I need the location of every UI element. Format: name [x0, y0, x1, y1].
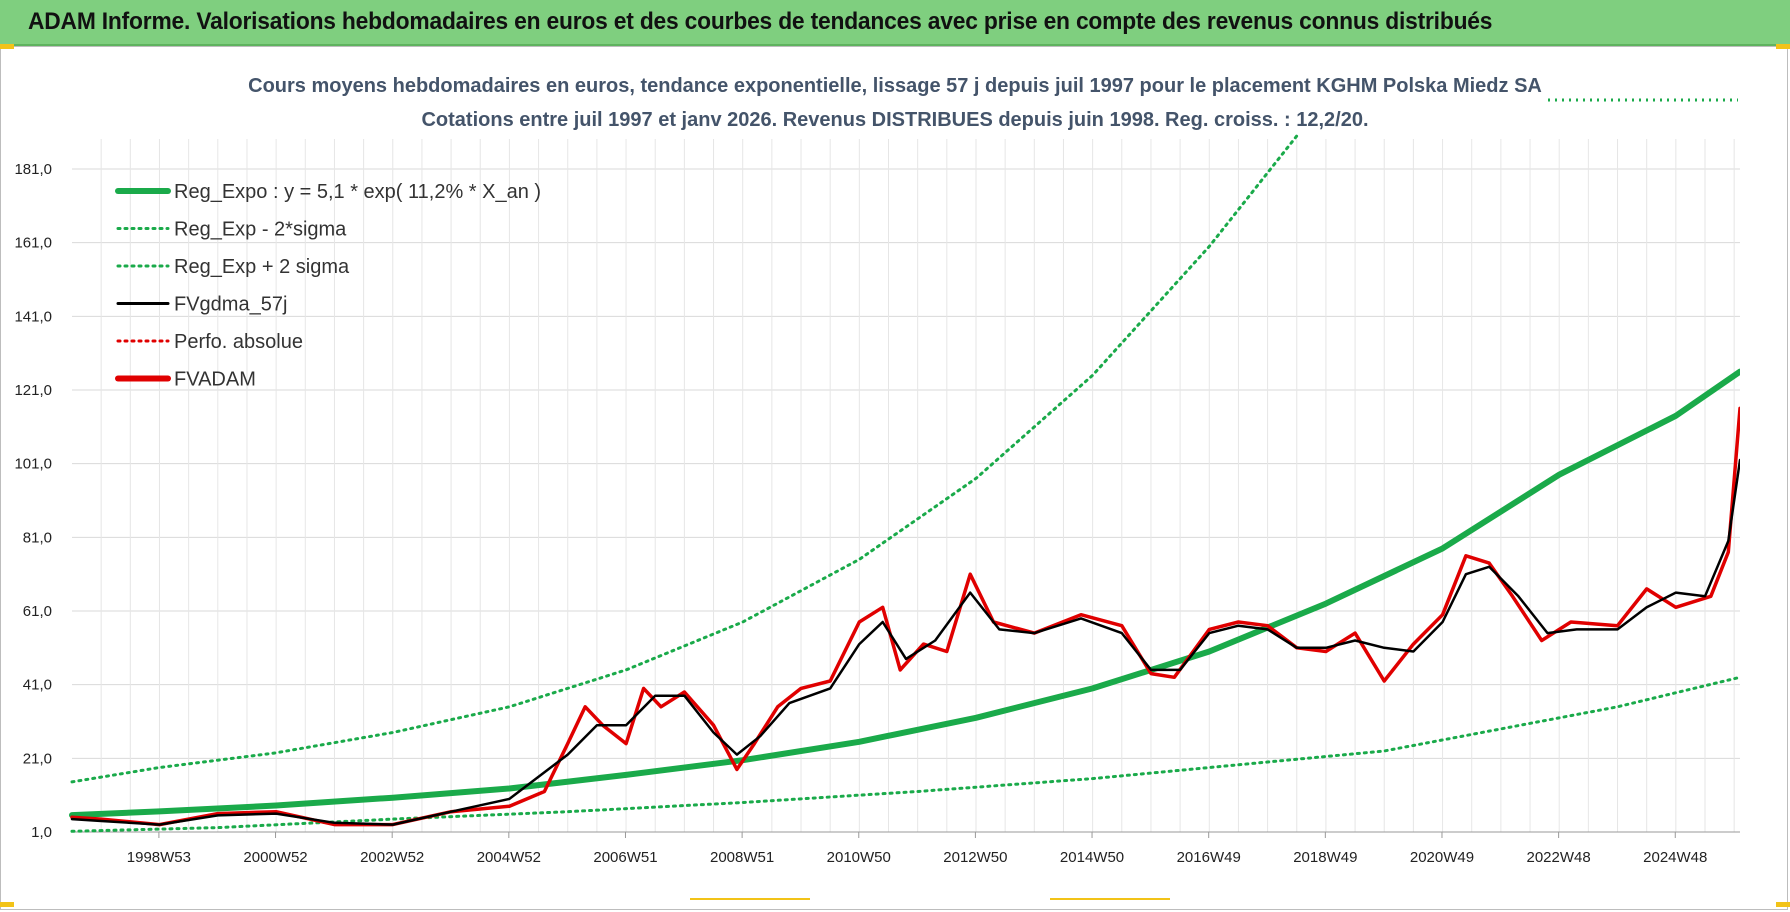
y-tick-label: 21,0	[23, 750, 52, 767]
y-axis-ticks: 181,0 161,0 141,0 121,0 101,0 81,0 61,0 41,0 21,…	[14, 161, 52, 841]
x-tick-label: 2000W52	[243, 849, 307, 866]
x-tick-label: 2010W50	[827, 849, 891, 866]
y-tick-label: 121,0	[14, 382, 52, 399]
legend-label-perf: Perfo. absolue	[174, 331, 303, 353]
yellow-marker-1	[690, 898, 810, 900]
x-tick-label: 2020W49	[1410, 849, 1474, 866]
x-tick-label: 2024W48	[1643, 849, 1707, 866]
x-tick-label: 1998W53	[127, 849, 191, 866]
grid-lines	[72, 139, 1740, 833]
series-reg-exp-minus-2sigma	[70, 675, 1740, 833]
series-group	[69, 134, 1740, 833]
series-reg-exp-plus-2sigma	[70, 134, 1299, 784]
y-tick-label: 161,0	[14, 235, 52, 252]
y-tick-label: 61,0	[23, 603, 52, 620]
x-tick-label: 2022W48	[1527, 849, 1591, 866]
series-fvadam	[70, 406, 1740, 827]
x-tick-label: 2016W49	[1177, 849, 1241, 866]
legend-label-fva: FVADAM	[174, 369, 256, 391]
corner-mark-bottom-left	[0, 902, 14, 907]
legend: Reg_Expo : y = 5,1 * exp( 11,2% * X_an )…	[115, 181, 541, 391]
corner-mark-top-left	[0, 44, 14, 49]
legend-label-reg: Reg_Expo : y = 5,1 * exp( 11,2% * X_an )	[174, 181, 541, 203]
x-tick-label: 2008W51	[710, 849, 774, 866]
x-axis-ticks: 1998W53 2000W52 2002W52 2004W52 2006W51 2008W…	[72, 831, 1740, 866]
y-tick-label: 41,0	[23, 677, 52, 694]
x-tick-label: 2012W50	[943, 849, 1007, 866]
legend-label-lo: Reg_Exp - 2*sigma	[174, 219, 347, 241]
series-reg-expo	[69, 368, 1740, 819]
chart-title-line2: Cotations entre juil 1997 et janv 2026. …	[421, 109, 1368, 131]
yellow-marker-2	[1050, 898, 1170, 900]
chart-frame	[0, 46, 1788, 910]
header-banner: ADAM Informe. Valorisations hebdomadaire…	[0, 0, 1790, 46]
y-tick-label: 101,0	[14, 456, 52, 473]
page-title: ADAM Informe. Valorisations hebdomadaire…	[28, 8, 1493, 35]
y-tick-label: 141,0	[14, 308, 52, 325]
legend-label-hi: Reg_Exp + 2 sigma	[174, 256, 350, 278]
corner-mark-top-right	[1776, 44, 1790, 49]
chart-title-line1: Cours moyens hebdomadaires en euros, ten…	[248, 75, 1542, 97]
y-tick-label: 81,0	[23, 529, 52, 546]
corner-mark-bottom-right	[1776, 902, 1790, 907]
x-tick-label: 2018W49	[1293, 849, 1357, 866]
x-tick-label: 2002W52	[360, 849, 424, 866]
x-tick-label: 2006W51	[593, 849, 657, 866]
x-tick-label: 2014W50	[1060, 849, 1124, 866]
series-fvgdma-57j	[70, 458, 1740, 826]
y-tick-label: 1,0	[31, 824, 52, 841]
legend-label-fvg: FVgdma_57j	[174, 294, 287, 316]
x-tick-label: 2004W52	[477, 849, 541, 866]
y-tick-label: 181,0	[14, 161, 52, 178]
